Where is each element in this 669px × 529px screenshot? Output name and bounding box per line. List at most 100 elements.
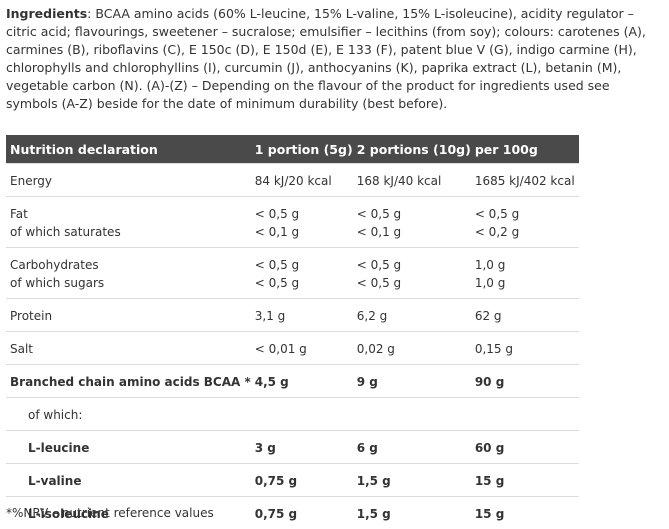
sub-nutrient-value: < 0,5 g xyxy=(356,276,402,290)
footnote: *%NRV – nutrient reference values xyxy=(6,506,214,520)
nutrient-name: Carbohydrates xyxy=(10,258,99,272)
nutrient-value-cell: < 0,5 g < 0,1 g xyxy=(352,196,471,248)
nutrient-value: 6 g xyxy=(356,441,378,455)
ingredients-text: : BCAA amino acids (60% L-leucine, 15% L… xyxy=(6,6,646,111)
nutrient-name-cell: Energy xyxy=(6,163,251,197)
table-row: Branched chain amino acids BCAA * 4,5 g 9 … xyxy=(6,364,579,398)
nutrient-value-cell: 1,5 g xyxy=(352,496,471,529)
sub-nutrient-value: < 0,5 g xyxy=(254,276,300,290)
sub-nutrient-value: < 0,2 g xyxy=(474,225,520,239)
nutrient-value: 1,5 g xyxy=(356,474,391,488)
nutrient-value-cell: < 0,5 g < 0,5 g xyxy=(352,247,471,299)
nutrition-header-row: Nutrition declaration 1 portion (5g) 2 p… xyxy=(6,135,579,164)
nutrient-name: Salt xyxy=(10,342,34,356)
table-row: Salt < 0,01 g 0,02 g 0,15 g xyxy=(6,331,579,365)
nutrient-name-cell: L-leucine xyxy=(6,430,251,464)
nutrient-name-cell: Protein xyxy=(6,298,251,332)
nutrient-value: 0,02 g xyxy=(356,342,395,356)
nutrient-value-cell: 84 kJ/20 kcal xyxy=(250,163,353,197)
nutrient-value-cell: < 0,5 g < 0,1 g xyxy=(250,196,353,248)
nutrient-value-cell xyxy=(470,397,579,431)
nutrient-value-cell: 0,15 g xyxy=(470,331,579,365)
nutrient-value: 168 kJ/40 kcal xyxy=(356,174,442,188)
table-row: L-isoleucine 0,75 g 1,5 g 15 g xyxy=(6,496,579,529)
nutrient-name-cell: Salt xyxy=(6,331,251,365)
nutrient-value-cell: 60 g xyxy=(470,430,579,464)
nutrient-value-cell: 9 g xyxy=(352,364,471,398)
table-row: L-leucine 3 g 6 g 60 g xyxy=(6,430,579,464)
nutrient-value: 1,0 g xyxy=(474,258,506,272)
nutrition-table: Nutrition declaration 1 portion (5g) 2 p… xyxy=(6,135,579,529)
nutrient-value: 62 g xyxy=(474,309,502,323)
nutrient-name-cell: Carbohydrates of which sugars xyxy=(6,247,251,299)
nutrient-value-cell: 4,5 g xyxy=(250,364,353,398)
nutrient-name-cell: Fat of which saturates xyxy=(6,196,251,248)
header-2-portions: 2 portions (10g) xyxy=(352,135,471,164)
nutrient-value-cell: 0,75 g xyxy=(250,463,353,497)
sub-nutrient-value: < 0,1 g xyxy=(254,225,300,239)
table-row: Energy 84 kJ/20 kcal 168 kJ/40 kcal 1685 kJ… xyxy=(6,163,579,197)
nutrient-value: 3 g xyxy=(254,441,276,455)
nutrient-value-cell: < 0,5 g < 0,2 g xyxy=(470,196,579,248)
nutrition-table-body: Energy 84 kJ/20 kcal 168 kJ/40 kcal 1685 kJ… xyxy=(6,163,579,529)
nutrient-value-cell: 62 g xyxy=(470,298,579,332)
nutrient-value-cell: < 0,5 g < 0,5 g xyxy=(250,247,353,299)
nutrient-value: 84 kJ/20 kcal xyxy=(254,174,332,188)
nutrient-name-cell: Branched chain amino acids BCAA * xyxy=(6,364,251,398)
nutrient-value-cell: 1,0 g 1,0 g xyxy=(470,247,579,299)
nutrient-value-cell xyxy=(352,397,471,431)
nutrient-value: 9 g xyxy=(356,375,378,389)
table-row: Protein 3,1 g 6,2 g 62 g xyxy=(6,298,579,332)
sub-nutrient-value: < 0,1 g xyxy=(356,225,402,239)
nutrient-value: < 0,01 g xyxy=(254,342,307,356)
nutrient-value: 60 g xyxy=(474,441,505,455)
nutrient-value: < 0,5 g xyxy=(254,207,300,221)
nutrient-value: 3,1 g xyxy=(254,309,286,323)
table-row: L-valine 0,75 g 1,5 g 15 g xyxy=(6,463,579,497)
nutrient-name: Energy xyxy=(10,174,53,188)
header-nutrition-declaration: Nutrition declaration xyxy=(6,135,251,164)
nutrient-value: 6,2 g xyxy=(356,309,388,323)
nutrient-name: of which: xyxy=(28,408,83,422)
nutrient-value-cell: 3 g xyxy=(250,430,353,464)
table-row: Carbohydrates of which sugars < 0,5 g < 0,5… xyxy=(6,247,579,299)
nutrient-value-cell xyxy=(250,397,353,431)
nutrient-value-cell: 15 g xyxy=(470,496,579,529)
nutrient-value-cell: 6,2 g xyxy=(352,298,471,332)
nutrient-value-cell: < 0,01 g xyxy=(250,331,353,365)
nutrient-name: Protein xyxy=(10,309,53,323)
sub-nutrient-value: 1,0 g xyxy=(474,276,506,290)
nutrient-name-cell: L-isoleucine xyxy=(6,496,251,529)
nutrient-value: < 0,5 g xyxy=(356,207,402,221)
nutrient-value: 0,75 g xyxy=(254,507,298,521)
nutrient-value: < 0,5 g xyxy=(356,258,402,272)
nutrient-name: Fat xyxy=(10,207,28,221)
nutrient-value: 1685 kJ/402 kcal xyxy=(474,174,575,188)
sub-nutrient-name: of which saturates xyxy=(10,225,121,239)
nutrient-value: 1,5 g xyxy=(356,507,391,521)
nutrient-name: L-leucine xyxy=(28,441,90,455)
nutrient-value: 15 g xyxy=(474,474,505,488)
nutrient-value-cell: 168 kJ/40 kcal xyxy=(352,163,471,197)
nutrient-value: 4,5 g xyxy=(254,375,289,389)
nutrient-value-cell: 90 g xyxy=(470,364,579,398)
nutrient-value: < 0,5 g xyxy=(254,258,300,272)
nutrient-name: L-isoleucine xyxy=(28,507,109,521)
nutrient-name: Branched chain amino acids BCAA * xyxy=(10,375,251,389)
nutrient-value-cell: 3,1 g xyxy=(250,298,353,332)
nutrient-value-cell: 1,5 g xyxy=(352,463,471,497)
sub-nutrient-name: of which sugars xyxy=(10,276,105,290)
nutrient-value: 0,15 g xyxy=(474,342,513,356)
table-row: of which: xyxy=(6,397,579,431)
nutrient-value-cell: 6 g xyxy=(352,430,471,464)
nutrient-value-cell: 0,02 g xyxy=(352,331,471,365)
nutrient-value: < 0,5 g xyxy=(474,207,520,221)
nutrient-name: L-valine xyxy=(28,474,82,488)
table-row: Fat of which saturates < 0,5 g < 0,1 g < 0,5… xyxy=(6,196,579,248)
nutrient-name-cell: of which: xyxy=(6,397,251,431)
nutrient-value: 15 g xyxy=(474,507,505,521)
ingredients-label: Ingredients xyxy=(6,6,88,21)
nutrient-value: 0,75 g xyxy=(254,474,298,488)
nutrient-value-cell: 15 g xyxy=(470,463,579,497)
nutrient-value-cell: 0,75 g xyxy=(250,496,353,529)
